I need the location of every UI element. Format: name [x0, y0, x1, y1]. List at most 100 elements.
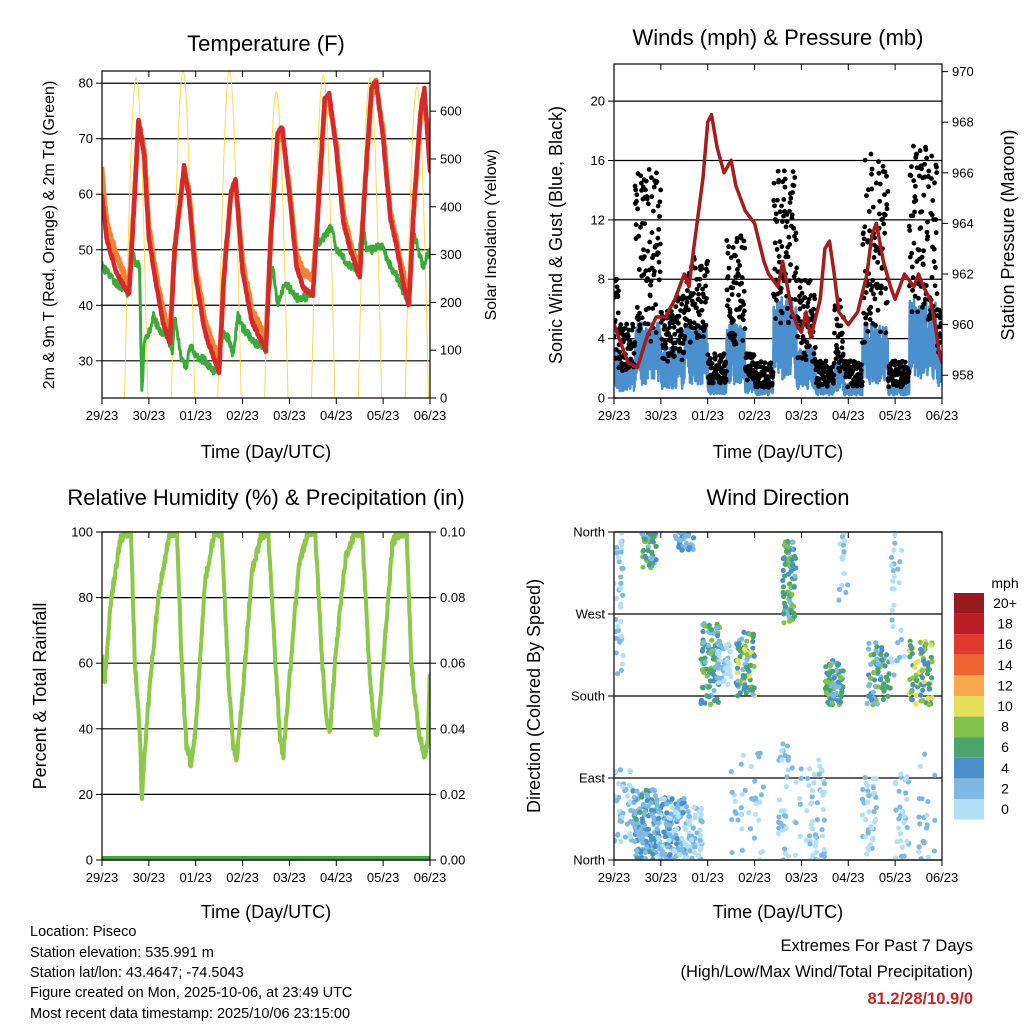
direction-point — [751, 796, 757, 802]
gust-point — [923, 147, 929, 153]
gust-point — [884, 299, 890, 305]
direction-point — [913, 692, 919, 698]
gust-point — [617, 349, 623, 355]
direction-point — [918, 856, 924, 860]
x-tick-label: 01/23 — [179, 870, 212, 885]
gust-point — [802, 277, 808, 283]
gust-point — [656, 250, 661, 256]
direction-point — [748, 649, 754, 656]
direction-point — [614, 650, 619, 656]
direction-point — [614, 768, 619, 775]
gust-point — [868, 151, 874, 157]
gust-point — [802, 295, 808, 301]
gust-point — [656, 277, 662, 283]
direction-point — [735, 817, 741, 823]
direction-point — [735, 657, 741, 664]
direction-point — [813, 832, 819, 838]
direction-point — [746, 673, 753, 679]
direction-point — [689, 855, 695, 860]
gust-point — [614, 276, 619, 282]
gust-point — [694, 286, 700, 292]
gust-point — [616, 288, 621, 294]
direction-point — [618, 601, 624, 607]
gust-point — [794, 265, 800, 271]
direction-point — [714, 696, 720, 702]
gust-point — [872, 296, 878, 302]
direction-point — [869, 697, 875, 703]
gust-point — [910, 275, 916, 280]
direction-point — [714, 633, 721, 639]
direction-point — [614, 628, 619, 634]
gust-point — [812, 345, 818, 350]
gust-point — [713, 353, 719, 359]
direction-point — [665, 844, 671, 850]
direction-point — [775, 830, 782, 837]
direction-point — [798, 775, 804, 782]
direction-point — [741, 752, 747, 759]
direction-point — [784, 743, 791, 749]
direction-point — [642, 849, 648, 856]
direction-point — [866, 809, 872, 815]
direction-point — [707, 701, 714, 707]
direction-point — [895, 639, 901, 646]
gust-point — [863, 290, 869, 295]
direction-point — [618, 838, 624, 845]
gust-point — [839, 345, 845, 351]
gust-point — [790, 169, 796, 175]
y-tick-label: 8 — [598, 272, 605, 287]
gust-point — [779, 310, 785, 316]
direction-point — [671, 848, 677, 854]
gust-point — [637, 322, 643, 328]
direction-point — [862, 774, 868, 781]
direction-point — [666, 826, 672, 832]
y-tick-label: 70 — [79, 131, 93, 146]
direction-point — [791, 613, 797, 620]
x-tick-label: 02/23 — [738, 870, 771, 885]
gust-point — [641, 254, 647, 260]
direction-point — [890, 567, 896, 574]
gust-point — [739, 280, 745, 286]
legend-label: 16 — [997, 636, 1013, 652]
gust-point — [777, 209, 783, 215]
direction-point — [881, 681, 887, 687]
gust-point — [799, 298, 805, 303]
info-created: Figure created on Mon, 2025-10-06, at 23… — [30, 985, 352, 1001]
info-latlon: Station lat/lon: 43.4647; -74.5043 — [30, 965, 244, 981]
gust-point — [907, 227, 913, 233]
direction-title: Wind Direction — [706, 485, 849, 510]
y-tick-label: North — [573, 525, 605, 540]
direction-point — [872, 816, 879, 823]
direction-point — [649, 560, 655, 566]
gust-point — [776, 259, 782, 265]
x-tick-label: 29/23 — [86, 408, 119, 423]
direction-point — [734, 665, 741, 671]
direction-point — [645, 826, 652, 832]
gust-point — [909, 264, 915, 270]
direction-point — [691, 804, 697, 810]
direction-point — [652, 532, 658, 537]
direction-point — [724, 658, 730, 664]
gust-point — [832, 330, 837, 336]
gust-point — [773, 316, 779, 322]
solar-ylabel: Solar Insolation (Yellow) — [483, 149, 500, 320]
direction-point — [696, 808, 703, 814]
gust-point — [723, 378, 729, 383]
direction-point — [928, 654, 934, 660]
direction-point — [836, 684, 842, 690]
direction-point — [682, 855, 688, 860]
direction-point — [743, 664, 750, 670]
gust-point — [931, 246, 937, 252]
direction-point — [780, 556, 786, 562]
gust-point — [851, 380, 857, 386]
direction-point — [716, 665, 722, 671]
direction-point — [839, 582, 845, 588]
gust-point — [638, 180, 644, 186]
direction-point — [871, 651, 877, 658]
legend-title: mph — [991, 575, 1018, 591]
y2-tick-label: 0 — [440, 391, 447, 406]
direction-point — [889, 607, 895, 613]
x-tick-label: 06/23 — [926, 870, 959, 885]
direction-point — [810, 852, 816, 859]
humidity-ylabel: Percent & Total Rainfall — [30, 603, 50, 790]
direction-point — [925, 854, 931, 860]
